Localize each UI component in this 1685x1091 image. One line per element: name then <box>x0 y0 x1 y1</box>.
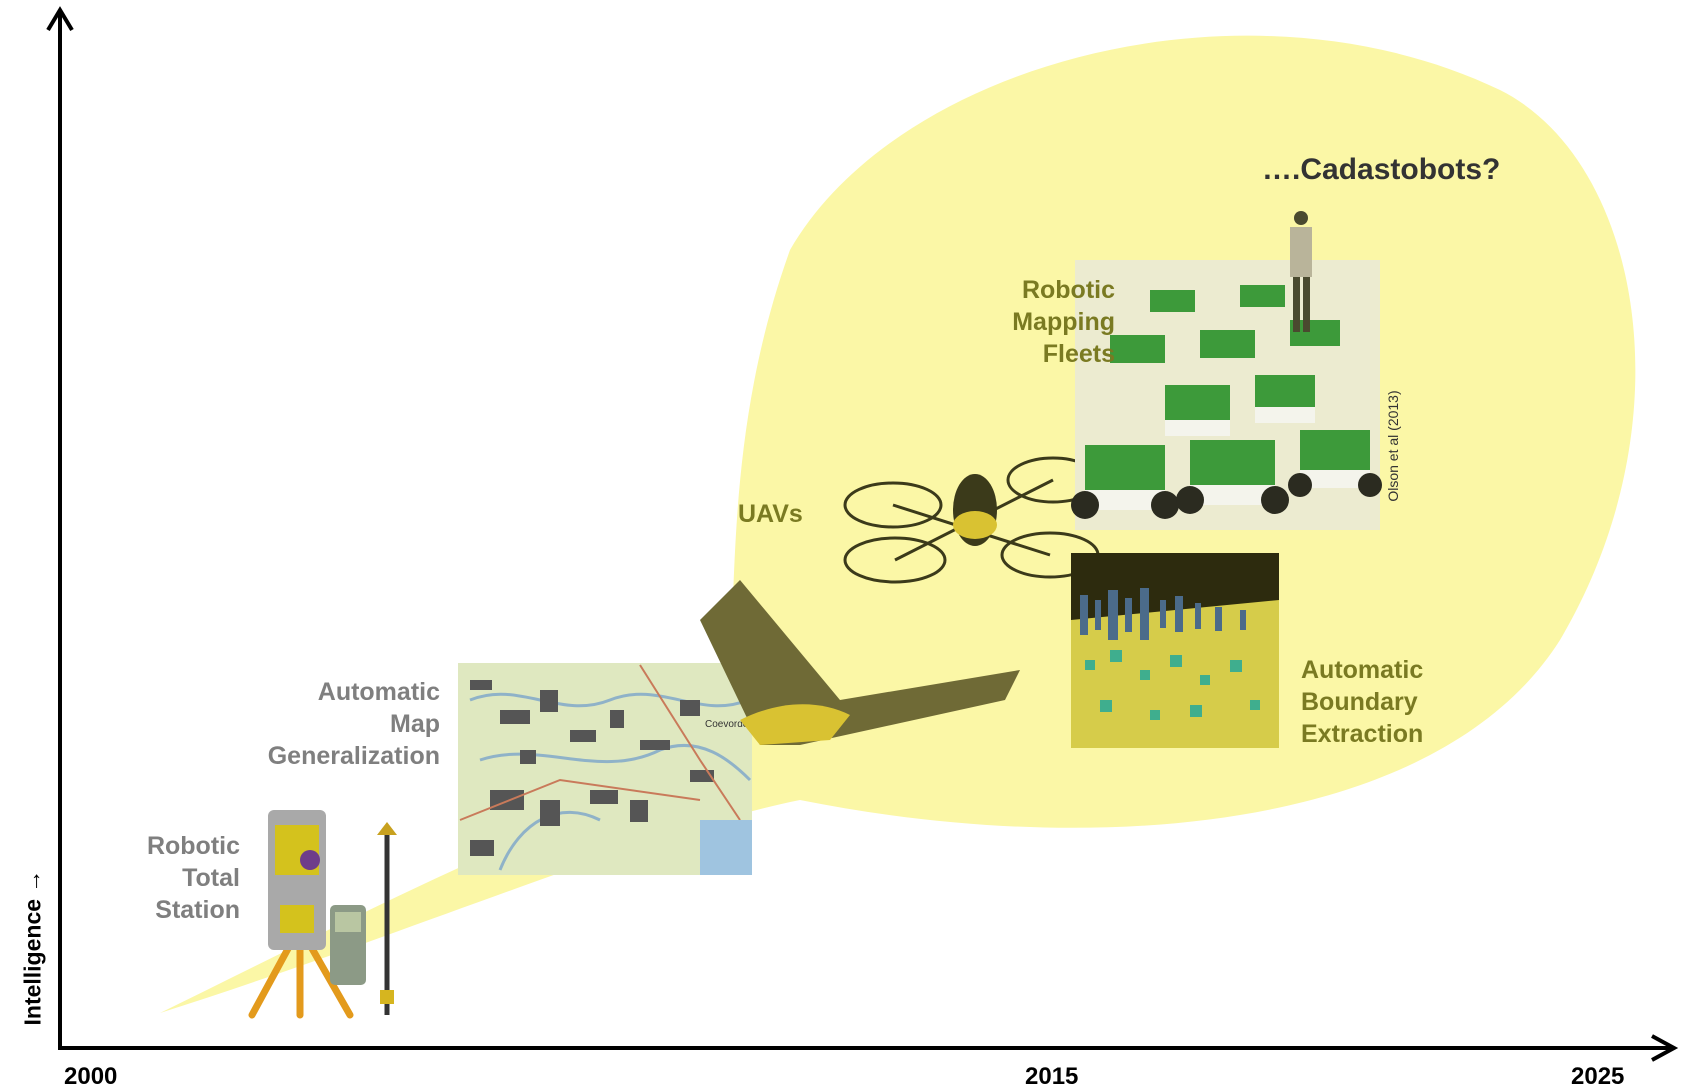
robot-fleet-image <box>1071 260 1382 530</box>
label-line: Boundary <box>1301 688 1418 716</box>
y-axis-arrowhead <box>46 6 74 32</box>
label-line: Automatic <box>317 678 440 706</box>
label-line: Robotic <box>146 832 240 860</box>
fixed-wing-uav-icon <box>700 580 1020 745</box>
x-tick-2000: 2000 <box>64 1063 118 1090</box>
label-line: Generalization <box>267 742 440 770</box>
label-line: Extraction <box>1301 720 1424 748</box>
label-cadastobots: ….Cadastobots? <box>1262 153 1501 186</box>
label-line: Robotic <box>1021 276 1115 304</box>
x-tick-2015: 2015 <box>1025 1063 1079 1090</box>
label-line: Automatic <box>1301 656 1424 684</box>
label-line: Fleets <box>1042 340 1115 368</box>
label-automatic-boundary-extraction: Automatic Boundary Extraction <box>1301 654 1471 750</box>
label-line: Station <box>155 896 240 924</box>
x-tick-2025: 2025 <box>1571 1063 1625 1090</box>
label-line: Total <box>182 864 240 892</box>
x-axis-arrowhead <box>1651 1034 1679 1062</box>
map-image <box>458 663 752 875</box>
label-line: Map <box>390 710 440 738</box>
y-axis-label: Intelligence → <box>19 869 46 1026</box>
image-credit: Olson et al (2013) <box>1385 390 1401 502</box>
controller-icon <box>330 905 366 985</box>
total-station-icon <box>268 810 326 950</box>
label-line: Mapping <box>1012 308 1115 336</box>
label-robotic-total-station: Robotic Total Station <box>110 830 240 926</box>
city-3d-model-image <box>1071 553 1279 748</box>
quadcopter-body <box>953 474 997 546</box>
label-robotic-mapping-fleets: Robotic Mapping Fleets <box>950 274 1115 370</box>
map-place-name: Coevorden <box>705 719 754 730</box>
label-uavs: UAVs <box>738 500 803 528</box>
label-automatic-map-generalization: Automatic Map Generalization <box>240 676 440 772</box>
prism-pole-icon <box>377 822 397 1015</box>
person-icon <box>1290 211 1312 332</box>
